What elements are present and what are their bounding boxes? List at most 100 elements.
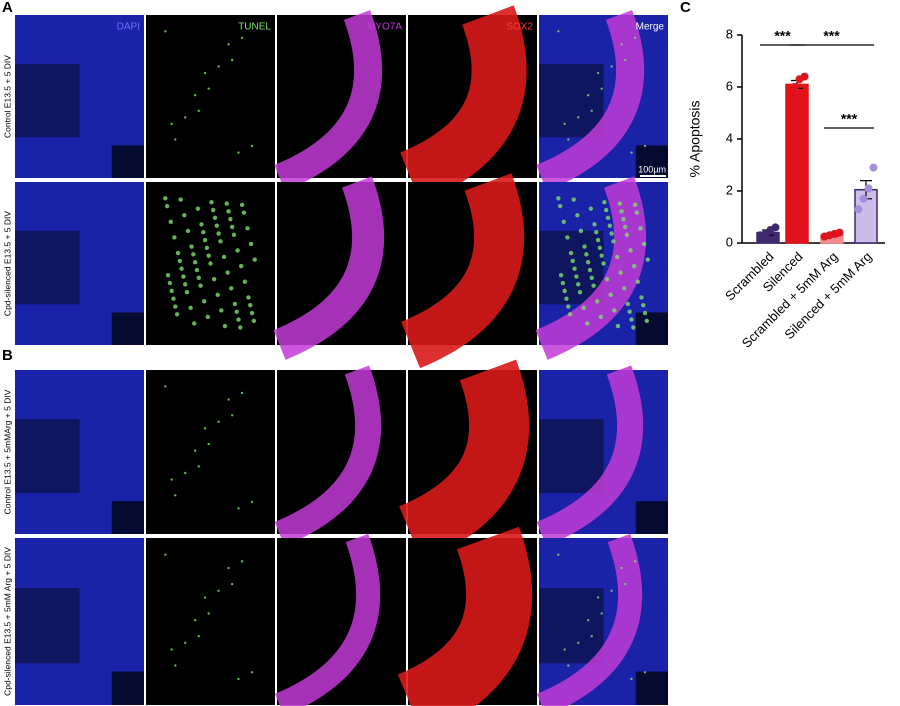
tunel-spot <box>586 618 590 622</box>
tunel-spot <box>594 230 599 235</box>
tunel-spot <box>623 58 627 62</box>
tunel-spot <box>556 196 561 201</box>
tunel-spot <box>219 308 224 313</box>
tunel-spot <box>217 589 220 592</box>
tunel-spot <box>174 312 180 317</box>
row-label: Control E13.5 + 5mMArg + 5 DIV <box>2 389 12 514</box>
support-cell-band <box>398 359 530 562</box>
tunel-spot <box>224 201 229 206</box>
data-point <box>800 72 809 81</box>
panel-label: C <box>680 0 691 16</box>
significance-label: *** <box>823 28 840 44</box>
tunel-spot <box>589 275 594 281</box>
tunel-spot <box>191 252 196 257</box>
tunel-spot <box>203 596 207 599</box>
tunel-spot <box>229 224 235 230</box>
tunel-spot <box>170 478 173 481</box>
micrograph: Merge <box>536 10 668 191</box>
tunel-spot <box>197 634 200 638</box>
tunel-spot <box>560 280 566 286</box>
tunel-spot <box>225 270 230 275</box>
image-dark-tile <box>111 671 144 705</box>
row-label: Control E13.5 + 5 DIV <box>2 55 12 138</box>
tunel-spot <box>620 566 623 570</box>
y-tick-label: 8 <box>726 26 733 41</box>
tunel-spot <box>175 250 181 256</box>
image-dark-tile <box>15 419 80 493</box>
tunel-spot <box>567 312 573 317</box>
tunel-spot <box>630 677 633 681</box>
tunel-spot <box>212 215 218 221</box>
tunel-spot <box>182 213 187 218</box>
tunel-spot <box>189 244 194 249</box>
tunel-spot <box>184 289 190 295</box>
tunel-spot <box>178 197 183 202</box>
data-point <box>771 223 780 232</box>
image-dark-tile <box>111 501 144 534</box>
tunel-spot <box>566 304 571 309</box>
tunel-spot <box>229 286 234 291</box>
tunel-spot <box>635 279 641 284</box>
tunel-spot <box>633 560 637 563</box>
tunel-spot <box>598 314 603 320</box>
tunel-spot <box>202 237 208 243</box>
tunel-spot <box>631 325 636 330</box>
image-dark-tile <box>635 501 668 534</box>
support-cell-band <box>400 173 525 369</box>
tunel-spot <box>230 414 234 417</box>
tunel-spot <box>638 226 643 231</box>
hair-cell-band <box>274 10 383 191</box>
tunel-spot <box>250 671 254 674</box>
tunel-spot <box>177 258 182 264</box>
bar <box>785 83 809 244</box>
tunel-spot <box>607 223 613 228</box>
image-bg <box>146 15 275 178</box>
significance-label: *** <box>841 111 858 127</box>
hair-cell-band <box>273 176 385 360</box>
tunel-spot <box>568 250 574 256</box>
tunel-spot <box>632 202 638 208</box>
image-dark-tile <box>635 145 668 178</box>
tunel-spot <box>206 253 211 258</box>
tunel-spot <box>211 276 217 282</box>
tunel-spot <box>237 507 240 510</box>
tunel-spot <box>577 116 580 119</box>
tunel-spot <box>239 202 245 208</box>
tunel-spot <box>614 254 620 260</box>
tunel-spot <box>198 283 203 288</box>
tunel-spot <box>628 248 633 253</box>
hair-cell-band <box>536 533 643 706</box>
tunel-spot <box>205 314 210 320</box>
tunel-spot <box>621 216 626 222</box>
micrograph <box>536 365 668 547</box>
micrograph <box>398 359 537 562</box>
tunel-spot <box>608 292 613 297</box>
tunel-spot <box>179 266 184 271</box>
tunel-spot <box>627 309 632 314</box>
image-dark-tile <box>635 312 668 345</box>
significance-label: *** <box>774 28 791 44</box>
tunel-spot <box>246 295 251 300</box>
tunel-spot <box>644 318 650 324</box>
tunel-spot <box>605 215 611 221</box>
tunel-spot <box>172 235 177 240</box>
tunel-spot <box>234 309 239 314</box>
tunel-spot <box>615 323 621 329</box>
tunel-spot <box>599 253 604 258</box>
tunel-spot <box>641 303 646 308</box>
tunel-spot <box>215 292 220 297</box>
tunel-spot <box>642 310 648 316</box>
tunel-spot <box>195 206 201 211</box>
image-dark-tile <box>111 312 144 345</box>
tunel-spot <box>240 36 244 40</box>
tunel-spot <box>241 210 247 215</box>
tunel-spot <box>617 201 622 206</box>
micrograph <box>535 176 668 360</box>
panel-label: B <box>2 347 13 364</box>
tunel-spot <box>201 299 207 304</box>
tunel-spot <box>563 122 566 126</box>
tunel-spot <box>193 618 197 622</box>
tunel-spot <box>562 288 567 294</box>
tunel-spot <box>185 228 191 234</box>
tunel-spot <box>610 589 613 592</box>
